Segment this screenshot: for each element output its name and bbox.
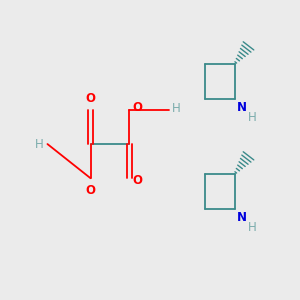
Text: N: N bbox=[237, 101, 247, 114]
Text: H: H bbox=[248, 221, 256, 234]
Text: H: H bbox=[172, 102, 181, 115]
Text: O: O bbox=[133, 101, 143, 114]
Text: O: O bbox=[133, 174, 143, 187]
Text: H: H bbox=[35, 138, 44, 151]
Text: O: O bbox=[85, 92, 96, 104]
Text: N: N bbox=[237, 211, 247, 224]
Text: O: O bbox=[85, 184, 96, 196]
Text: H: H bbox=[248, 111, 256, 124]
